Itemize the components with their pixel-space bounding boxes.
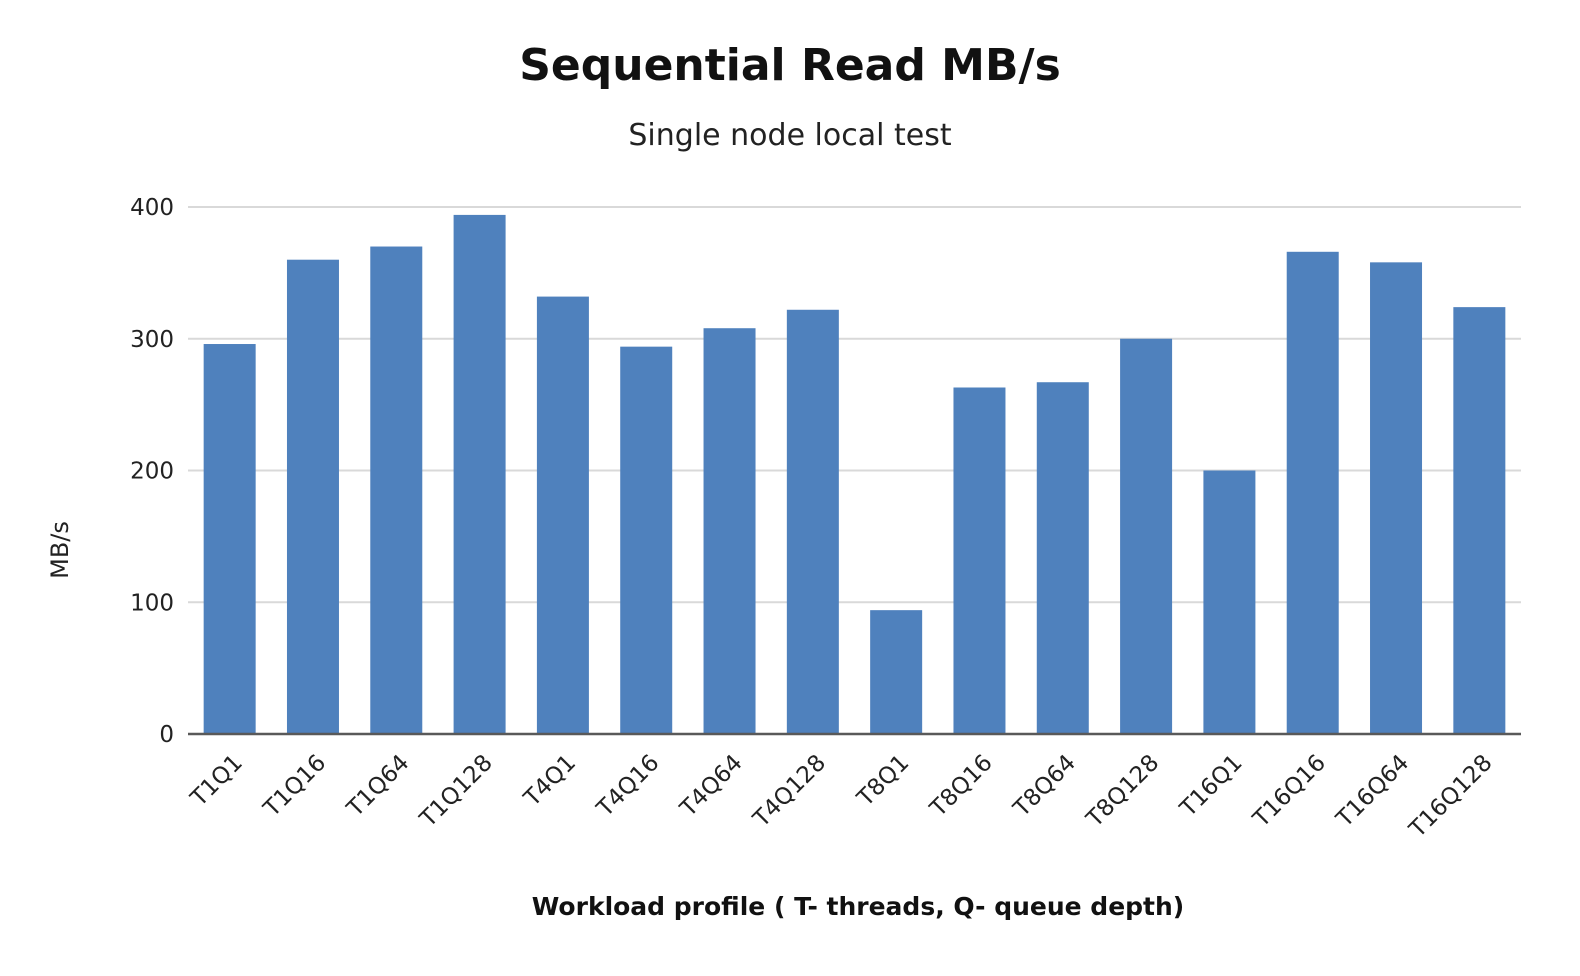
bar bbox=[1370, 262, 1423, 734]
x-tick-label: T4Q16 bbox=[592, 750, 665, 823]
bar-layer bbox=[203, 214, 1506, 735]
y-tick-label: 0 bbox=[159, 722, 174, 748]
y-axis-title: MB/s bbox=[46, 521, 74, 579]
x-tick-label: T8Q128 bbox=[1081, 750, 1164, 833]
bar bbox=[286, 259, 339, 734]
x-tick-label: T1Q1 bbox=[185, 750, 248, 813]
x-tick-label: T4Q1 bbox=[519, 750, 582, 813]
x-tick-label: T16Q1 bbox=[1175, 750, 1248, 823]
bar bbox=[1286, 251, 1339, 735]
y-tick-label: 300 bbox=[130, 327, 174, 353]
y-tick-label: 100 bbox=[130, 590, 174, 616]
x-tick-label: T16Q128 bbox=[1404, 750, 1498, 844]
bar bbox=[203, 344, 256, 734]
x-tick-label: T8Q16 bbox=[925, 750, 998, 823]
bar bbox=[953, 387, 1006, 734]
x-axis-title: Workload profile ( T- threads, Q- queue … bbox=[532, 892, 1184, 921]
y-tick-label: 400 bbox=[130, 195, 174, 221]
bar bbox=[1453, 307, 1506, 734]
x-tick-label: T1Q128 bbox=[415, 750, 498, 833]
x-tick-label: T16Q64 bbox=[1331, 750, 1414, 833]
bar bbox=[620, 346, 673, 734]
bar bbox=[1120, 338, 1173, 734]
bar bbox=[786, 309, 839, 734]
y-tick-label: 200 bbox=[130, 459, 174, 485]
x-tick-label: T4Q128 bbox=[748, 750, 831, 833]
bar bbox=[1036, 382, 1089, 734]
x-tick-label: T1Q64 bbox=[342, 750, 415, 823]
bar bbox=[536, 296, 589, 734]
x-tick-label: T8Q1 bbox=[852, 750, 915, 813]
bar bbox=[870, 610, 923, 734]
x-tick-label: T1Q16 bbox=[258, 750, 331, 823]
x-tick-label: T4Q64 bbox=[675, 750, 748, 823]
bar bbox=[453, 214, 506, 734]
chart-title: Sequential Read MB/s bbox=[519, 40, 1061, 91]
x-tick-label: T16Q16 bbox=[1248, 750, 1331, 833]
bar bbox=[1203, 470, 1256, 734]
chart-subtitle: Single node local test bbox=[628, 118, 952, 153]
x-tick-label: T8Q64 bbox=[1008, 750, 1081, 823]
bar bbox=[370, 246, 423, 734]
bar bbox=[703, 328, 756, 734]
